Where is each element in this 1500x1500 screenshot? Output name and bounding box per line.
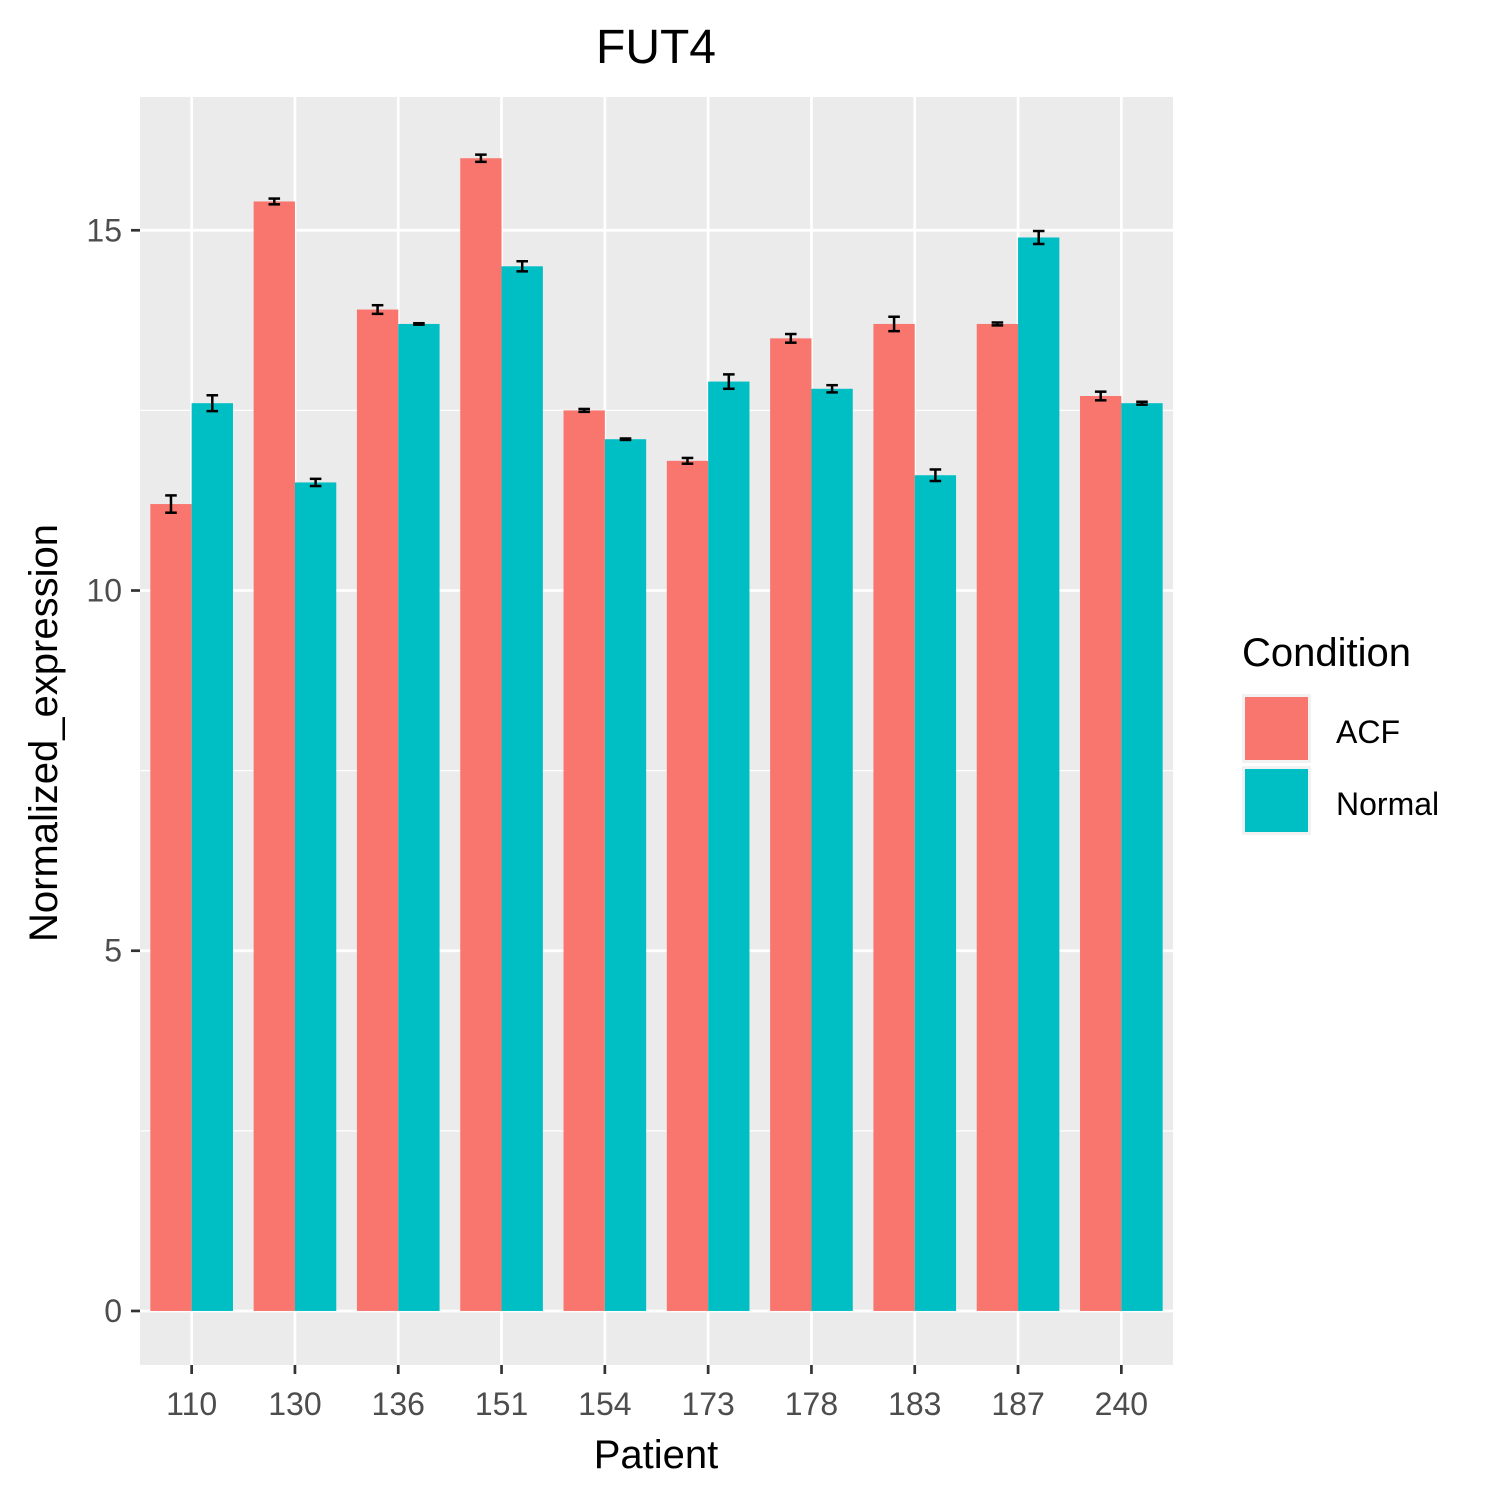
- chart-title: FUT4: [596, 21, 716, 74]
- error-bar-acf-187: [991, 321, 1004, 327]
- legend-key-acf: [1245, 697, 1308, 760]
- y-tick-label: 0: [104, 1293, 122, 1329]
- bar-acf-183: [873, 323, 915, 1311]
- error-bar-acf-154: [578, 407, 590, 414]
- x-axis-label: Patient: [594, 1433, 719, 1477]
- x-tick-label: 183: [888, 1386, 941, 1422]
- plot-panel: 0 5 10 15 110 130 136 151 154 173 178 183 187 240: [86, 97, 1173, 1422]
- bar-acf-154: [563, 410, 605, 1311]
- y-tick-label: 15: [86, 212, 122, 248]
- error-bar-normal-136: [413, 321, 425, 326]
- y-tick-label: 5: [104, 933, 122, 969]
- error-bar-normal-130: [309, 477, 322, 488]
- x-tick-label: 136: [372, 1386, 425, 1422]
- bar-normal-151: [501, 266, 543, 1311]
- error-bar-acf-178: [785, 332, 797, 344]
- y-tick-label: 10: [86, 573, 122, 609]
- bar-normal-110: [191, 403, 233, 1311]
- legend-key-normal: [1245, 769, 1308, 832]
- bar-acf-110: [150, 504, 192, 1311]
- error-bar-normal-240: [1136, 400, 1148, 406]
- error-bar-acf-151: [475, 153, 487, 164]
- bar-acf-173: [666, 460, 709, 1311]
- bar-acf-187: [976, 323, 1019, 1311]
- bar-normal-154: [604, 439, 647, 1311]
- legend-label-acf: ACF: [1336, 714, 1400, 750]
- error-bar-acf-183: [888, 315, 900, 333]
- legend-label-normal: Normal: [1336, 786, 1439, 822]
- bar-acf-130: [253, 201, 295, 1311]
- bar-acf-151: [460, 158, 502, 1311]
- bar-normal-136: [398, 323, 440, 1311]
- x-tick-label: 110: [166, 1386, 217, 1422]
- error-bar-acf-173: [681, 456, 694, 465]
- x-tick-label: 151: [475, 1386, 528, 1422]
- bar-acf-178: [770, 338, 812, 1311]
- error-bar-acf-136: [371, 303, 384, 316]
- x-tick-label: 178: [785, 1386, 838, 1422]
- bar-normal-178: [811, 388, 853, 1311]
- error-bar-normal-154: [619, 437, 632, 442]
- x-tick-label: 154: [578, 1386, 631, 1422]
- x-tick-label: 173: [681, 1386, 734, 1422]
- y-axis-label: Normalized_expression: [22, 524, 66, 942]
- x-tick-label: 240: [1095, 1386, 1148, 1422]
- error-bar-acf-240: [1094, 390, 1107, 402]
- error-bar-normal-151: [516, 260, 528, 273]
- error-bar-normal-110: [206, 394, 219, 413]
- error-bar-normal-178: [826, 383, 838, 394]
- bar-acf-240: [1080, 395, 1122, 1311]
- error-bar-normal-183: [929, 468, 942, 483]
- x-tick-label: 130: [268, 1386, 321, 1422]
- bar-normal-240: [1121, 403, 1163, 1311]
- bar-normal-173: [708, 381, 750, 1311]
- error-bar-normal-173: [723, 373, 735, 391]
- error-bar-normal-187: [1032, 229, 1045, 246]
- bar-normal-130: [294, 482, 337, 1311]
- legend-title: Condition: [1242, 631, 1411, 675]
- bar-normal-187: [1018, 237, 1060, 1311]
- bar-normal-183: [914, 475, 957, 1311]
- legend: Condition ACF Normal: [1242, 631, 1439, 835]
- error-bar-acf-130: [268, 197, 281, 206]
- error-bar-acf-110: [165, 494, 177, 514]
- bar-acf-136: [356, 309, 399, 1311]
- x-tick-label: 187: [991, 1386, 1044, 1422]
